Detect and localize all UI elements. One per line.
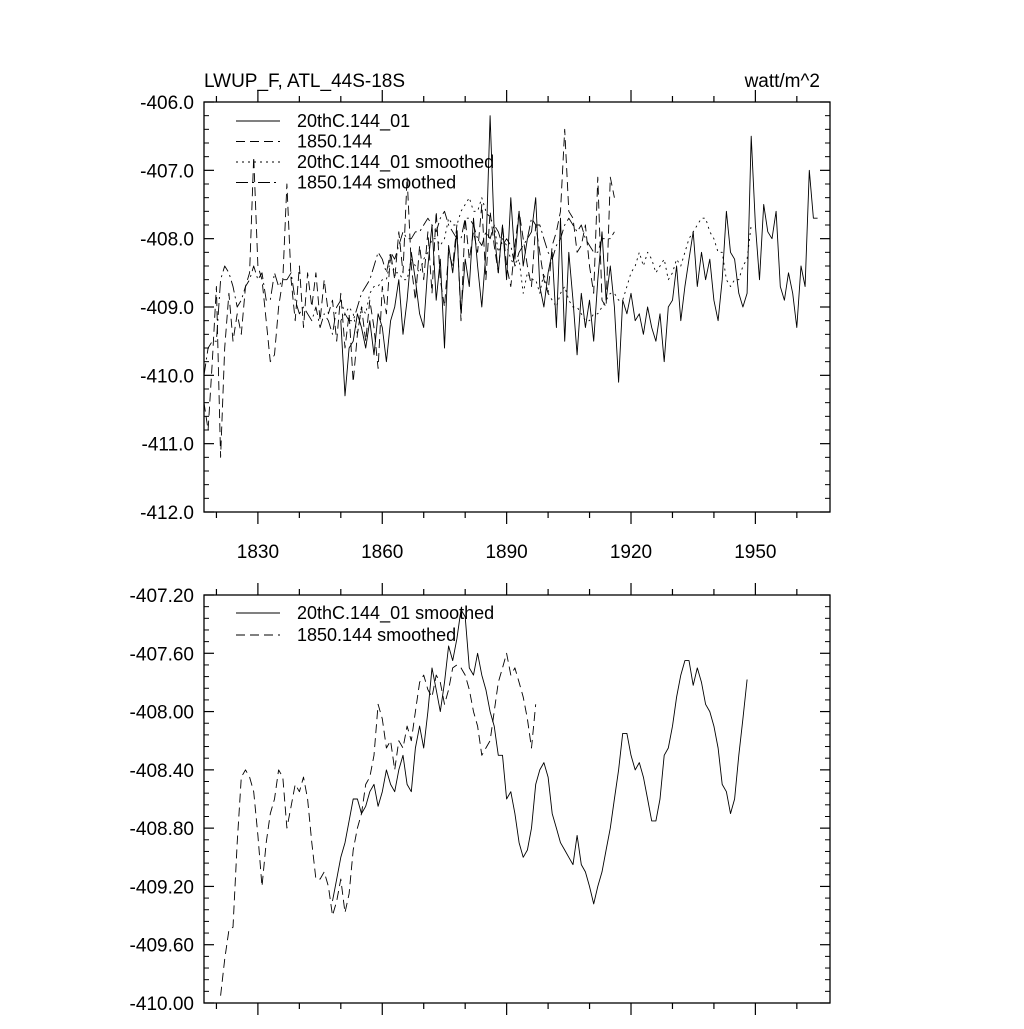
x-tick-label: 1920 — [610, 542, 652, 563]
y-tick-label: -407.60 — [130, 644, 194, 665]
units-label: watt/m^2 — [744, 71, 820, 92]
y-tick-label: -407.0 — [140, 161, 194, 182]
series-line-2 — [203, 128, 615, 458]
y-tick-label: -410.0 — [140, 366, 194, 387]
y-tick-label: -408.80 — [130, 819, 194, 840]
series-line-3 — [340, 197, 752, 335]
x-tick-label: 1890 — [485, 542, 527, 563]
y-tick-label: -409.60 — [130, 936, 194, 957]
y-tick-label: -406.0 — [140, 93, 194, 114]
legend-label: 20thC.144_01 — [297, 111, 410, 132]
legend-label: 1850.144 smoothed — [297, 173, 456, 193]
y-tick-label: -408.0 — [140, 230, 194, 251]
series-line-4 — [203, 210, 615, 376]
y-tick-label: -408.40 — [130, 761, 194, 782]
plot-frame — [203, 594, 831, 1004]
y-tick-label: -407.20 — [130, 586, 194, 607]
legend-label: 1850.144 — [297, 132, 372, 152]
legend-label: 1850.144 smoothed — [297, 625, 456, 645]
bottom-panel: -410.00 -409.60 -409.20 -408.80 -408.40 -408.… — [130, 583, 831, 1015]
legend-label: 20thC.144_01 smoothed — [297, 603, 494, 624]
series-line-1 — [332, 609, 748, 905]
x-tick-label: 1950 — [734, 542, 776, 563]
y-tick-label: -409.20 — [130, 877, 194, 898]
series-line-1 — [340, 115, 818, 397]
series-line-2 — [220, 652, 537, 996]
legend-label: 20thC.144_01 smoothed — [297, 152, 494, 173]
y-tick-label: -409.0 — [140, 298, 194, 319]
x-tick-label: 1860 — [361, 542, 403, 563]
chart-title: LWUP_F, ATL_44S-18S — [204, 71, 405, 92]
top-panel: LWUP_F, ATL_44S-18S watt/m^2 -412.0 -411.… — [140, 71, 831, 563]
y-tick-label: -411.0 — [142, 435, 194, 456]
y-tick-label: -412.0 — [140, 503, 194, 524]
y-tick-label: -410.00 — [130, 994, 194, 1015]
x-tick-label: 1830 — [237, 542, 279, 563]
y-tick-label: -408.00 — [130, 703, 194, 724]
